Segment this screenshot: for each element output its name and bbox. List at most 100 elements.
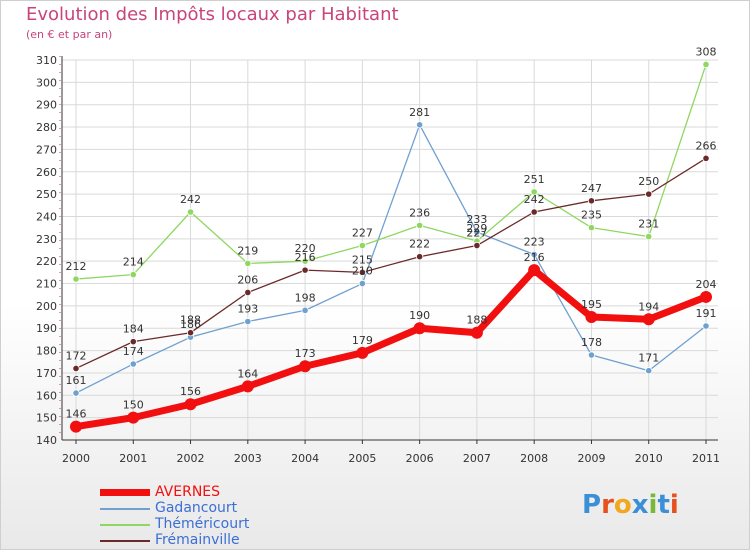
data-label-gadancourt: 161 bbox=[66, 374, 87, 387]
legend-swatch-fremainville bbox=[100, 540, 150, 542]
logo-letter: x bbox=[631, 490, 649, 520]
x-tick-label: 2007 bbox=[463, 452, 491, 465]
legend: AVERNES Gadancourt Théméricourt Frémainv… bbox=[100, 484, 300, 548]
y-tick-label: 310 bbox=[36, 54, 57, 67]
data-label-gadancourt: 223 bbox=[524, 235, 545, 248]
data-label-themericourt: 242 bbox=[180, 193, 201, 206]
legend-item-avernes: AVERNES bbox=[100, 484, 300, 500]
legend-label-avernes: AVERNES bbox=[155, 484, 221, 500]
x-tick-label: 2010 bbox=[635, 452, 663, 465]
data-point-avernes bbox=[585, 311, 598, 324]
logo-letter: t bbox=[657, 490, 670, 520]
data-point-avernes bbox=[528, 264, 541, 277]
data-point-fremainville bbox=[530, 208, 538, 216]
legend-label-fremainville: Frémainville bbox=[155, 532, 240, 548]
y-tick-label: 210 bbox=[36, 278, 57, 291]
data-label-gadancourt: 281 bbox=[409, 106, 430, 119]
data-label-fremainville: 227 bbox=[466, 227, 487, 240]
y-tick-label: 170 bbox=[36, 367, 57, 380]
legend-label-themericourt: Théméricourt bbox=[155, 516, 250, 532]
legend-item-themericourt: Théméricourt bbox=[100, 516, 300, 532]
data-point-avernes bbox=[299, 360, 312, 373]
logo-letter: o bbox=[613, 490, 632, 520]
data-point-avernes bbox=[184, 398, 197, 411]
data-point-themericourt bbox=[358, 241, 366, 250]
data-label-themericourt: 229 bbox=[466, 222, 487, 235]
y-tick-label: 260 bbox=[36, 166, 57, 179]
data-point-avernes bbox=[413, 322, 426, 335]
x-tick-label: 2011 bbox=[692, 452, 720, 465]
data-label-gadancourt: 233 bbox=[466, 213, 487, 226]
series-line-themericourt bbox=[75, 63, 707, 280]
data-point-gadancourt bbox=[702, 322, 710, 330]
logo-letter: r bbox=[601, 490, 614, 520]
data-label-fremainville: 242 bbox=[524, 193, 545, 206]
x-tick-label: 2005 bbox=[348, 452, 376, 465]
data-label-gadancourt: 171 bbox=[638, 352, 659, 365]
y-tick-label: 180 bbox=[36, 345, 57, 358]
y-tick-label: 240 bbox=[36, 210, 57, 223]
data-point-fremainville bbox=[416, 253, 424, 261]
x-tick-label: 2002 bbox=[177, 452, 205, 465]
data-point-themericourt bbox=[301, 257, 309, 265]
data-label-gadancourt: 198 bbox=[295, 291, 316, 304]
data-point-gadancourt bbox=[530, 250, 538, 259]
data-label-fremainville: 188 bbox=[180, 314, 201, 327]
data-label-avernes: 146 bbox=[66, 408, 87, 421]
data-point-themericourt bbox=[645, 232, 653, 241]
data-label-fremainville: 247 bbox=[581, 182, 602, 195]
data-point-fremainville bbox=[301, 266, 309, 274]
data-point-fremainville bbox=[645, 190, 653, 198]
data-label-fremainville: 206 bbox=[237, 273, 258, 286]
legend-item-gadancourt: Gadancourt bbox=[100, 500, 300, 516]
data-point-fremainville bbox=[244, 288, 252, 297]
y-tick-label: 160 bbox=[36, 389, 57, 402]
series-line-fremainville bbox=[75, 157, 707, 370]
series-line-gadancourt bbox=[75, 124, 707, 394]
data-label-fremainville: 222 bbox=[409, 238, 430, 251]
x-tick-label: 2009 bbox=[577, 452, 605, 465]
legend-label-gadancourt: Gadancourt bbox=[155, 500, 238, 516]
data-point-fremainville bbox=[473, 241, 481, 250]
series-line-avernes bbox=[72, 266, 710, 431]
data-label-avernes: 179 bbox=[352, 334, 373, 347]
data-point-avernes bbox=[70, 420, 82, 433]
legend-swatch-gadancourt bbox=[100, 508, 150, 510]
data-label-gadancourt: 193 bbox=[237, 303, 258, 316]
data-label-avernes: 150 bbox=[123, 399, 144, 412]
x-tick-label: 2006 bbox=[406, 452, 434, 465]
data-label-themericourt: 235 bbox=[581, 209, 602, 222]
data-label-themericourt: 214 bbox=[123, 256, 144, 269]
data-label-avernes: 195 bbox=[581, 298, 602, 311]
data-point-avernes bbox=[127, 411, 140, 424]
data-label-avernes: 188 bbox=[466, 314, 487, 327]
data-point-gadancourt bbox=[416, 121, 424, 129]
data-point-fremainville bbox=[702, 154, 710, 162]
logo-letter: i bbox=[669, 490, 679, 520]
data-label-avernes: 173 bbox=[295, 347, 316, 360]
data-point-gadancourt bbox=[244, 317, 252, 326]
proxiti-logo: Proxiti bbox=[582, 490, 679, 520]
data-label-themericourt: 227 bbox=[352, 227, 373, 240]
data-point-themericourt bbox=[587, 224, 596, 232]
y-tick-label: 290 bbox=[36, 99, 57, 112]
data-point-fremainville bbox=[129, 338, 137, 346]
data-point-themericourt bbox=[186, 208, 195, 216]
data-point-themericourt bbox=[129, 270, 137, 279]
y-tick-label: 300 bbox=[36, 76, 57, 89]
data-label-avernes: 194 bbox=[638, 300, 659, 313]
data-label-themericourt: 212 bbox=[66, 260, 87, 273]
data-point-gadancourt bbox=[129, 360, 137, 368]
data-label-fremainville: 184 bbox=[123, 323, 144, 336]
data-label-themericourt: 219 bbox=[237, 244, 258, 257]
x-tick-label: 2000 bbox=[62, 452, 90, 465]
x-tick-label: 2004 bbox=[291, 452, 319, 465]
legend-swatch-themericourt bbox=[100, 524, 150, 526]
data-label-gadancourt: 191 bbox=[696, 307, 717, 320]
data-label-avernes: 216 bbox=[524, 251, 545, 264]
data-point-fremainville bbox=[186, 329, 195, 337]
data-point-gadancourt bbox=[645, 367, 653, 375]
data-label-fremainville: 266 bbox=[696, 139, 717, 152]
data-point-gadancourt bbox=[473, 228, 481, 236]
